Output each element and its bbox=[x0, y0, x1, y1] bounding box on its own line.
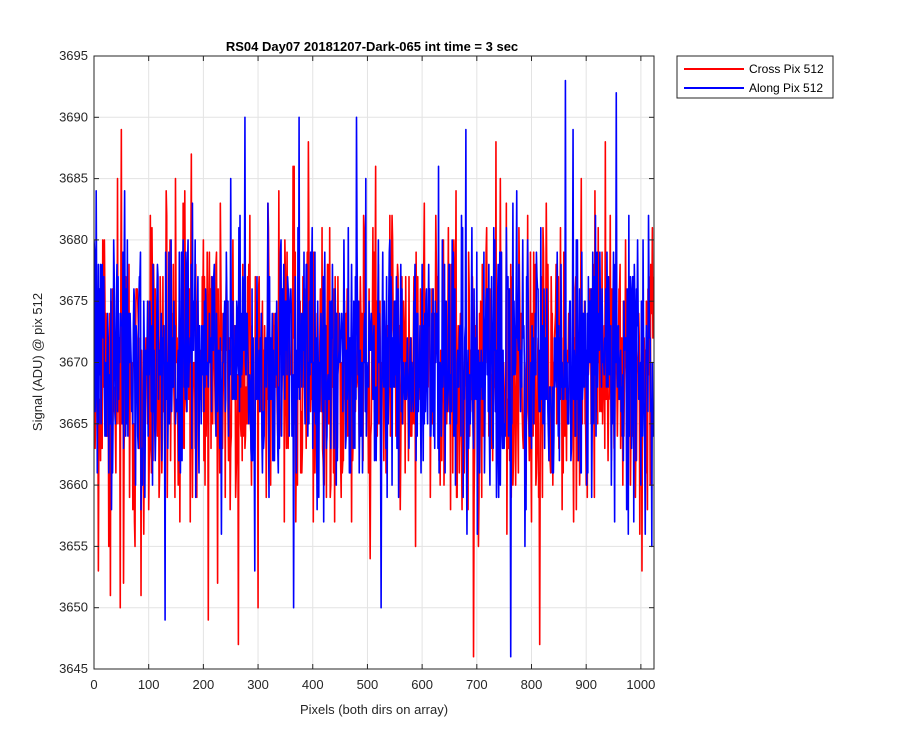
x-tick-label: 800 bbox=[521, 677, 543, 692]
x-tick-label: 400 bbox=[302, 677, 324, 692]
y-tick-label: 3695 bbox=[59, 48, 88, 63]
y-tick-label: 3655 bbox=[59, 538, 88, 553]
x-tick-label: 200 bbox=[193, 677, 215, 692]
x-tick-label: 600 bbox=[411, 677, 433, 692]
x-tick-label: 100 bbox=[138, 677, 160, 692]
y-axis-ticks: 3645 3650 3655 3660 3665 3670 3675 3680 3685 3690… bbox=[59, 48, 654, 676]
y-tick-label: 3650 bbox=[59, 600, 88, 615]
x-tick-label: 500 bbox=[357, 677, 379, 692]
x-tick-label: 900 bbox=[575, 677, 597, 692]
y-tick-label: 3680 bbox=[59, 232, 88, 247]
x-tick-label: 1000 bbox=[626, 677, 655, 692]
x-tick-label: 300 bbox=[247, 677, 269, 692]
series-line-along-pix bbox=[94, 79, 654, 658]
chart-title: RS04 Day07 20181207-Dark-065 int time = … bbox=[226, 39, 518, 54]
x-axis-label: Pixels (both dirs on array) bbox=[300, 702, 448, 717]
y-tick-label: 3660 bbox=[59, 477, 88, 492]
y-tick-label: 3690 bbox=[59, 109, 88, 124]
y-tick-label: 3675 bbox=[59, 293, 88, 308]
legend-box bbox=[676, 55, 834, 99]
legend-label-along-pix: Along Pix 512 bbox=[749, 81, 823, 95]
series-layer bbox=[94, 79, 654, 658]
y-tick-label: 3665 bbox=[59, 416, 88, 431]
legend: Cross Pix 512 Along Pix 512 bbox=[676, 55, 834, 99]
y-axis-label: Signal (ADU) @ pix 512 bbox=[30, 293, 45, 431]
y-tick-label: 3685 bbox=[59, 171, 88, 186]
x-tick-label: 0 bbox=[90, 677, 97, 692]
x-tick-label: 700 bbox=[466, 677, 488, 692]
y-tick-label: 3645 bbox=[59, 661, 88, 676]
x-axis-ticks: 0 100 200 300 400 500 600 700 800 900 1000 bbox=[90, 56, 655, 692]
legend-label-cross-pix: Cross Pix 512 bbox=[749, 62, 824, 76]
y-tick-label: 3670 bbox=[59, 355, 88, 370]
